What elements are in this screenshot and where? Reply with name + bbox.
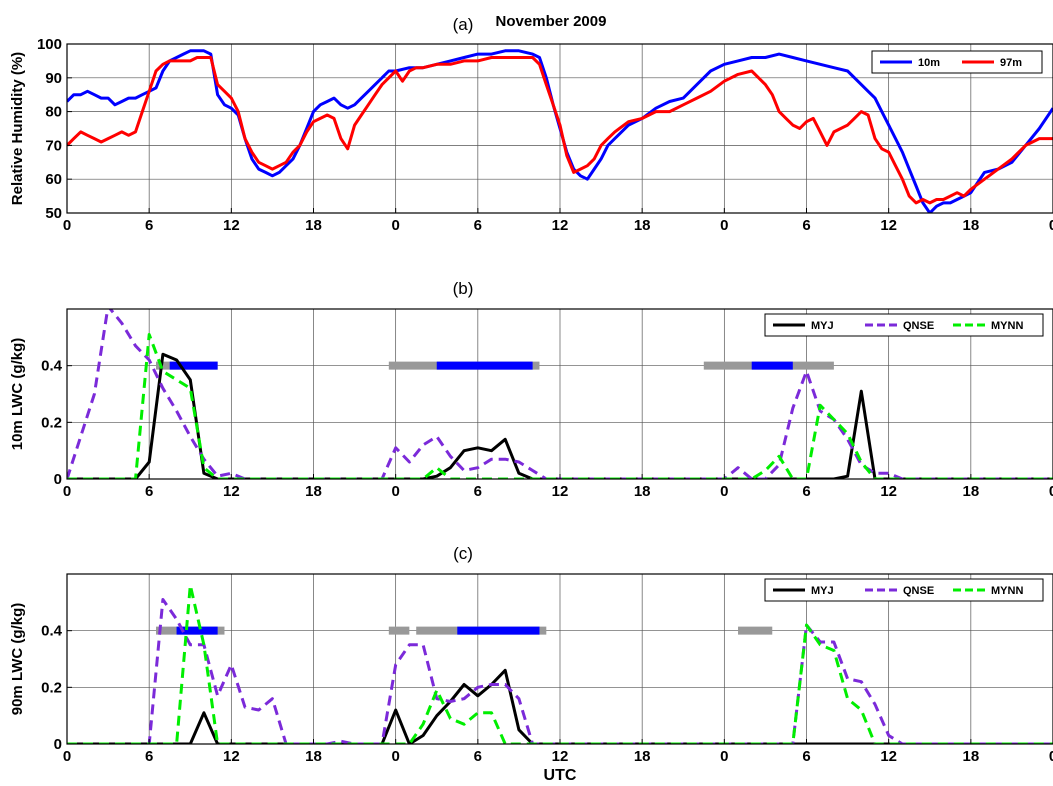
x-tick-label: 0: [63, 483, 71, 500]
series-line-10m: [67, 49, 1053, 213]
x-tick-label: 6: [474, 217, 482, 234]
x-tick-label: 12: [223, 217, 240, 234]
y-tick-label: 0.2: [41, 414, 62, 431]
legend: 10m 97m: [871, 50, 1043, 74]
x-tick-label: 0: [1049, 748, 1053, 765]
series-line-qnse: [67, 309, 1053, 479]
x-tick-label: 6: [145, 217, 153, 234]
x-tick-label: 18: [305, 748, 322, 765]
panel-0: 06121806121806121805060708090100Relative…: [9, 13, 1053, 234]
x-tick-label: 0: [391, 483, 399, 500]
y-tick-label: 70: [45, 137, 62, 154]
x-tick-label: 12: [880, 748, 897, 765]
series-line-myj: [67, 668, 1053, 744]
y-tick-label: 90: [45, 70, 62, 87]
x-tick-label: 6: [474, 748, 482, 765]
y-axis-label: Relative Humidity (%): [9, 52, 26, 205]
x-tick-label: 6: [145, 483, 153, 500]
y-tick-label: 60: [45, 171, 62, 188]
legend-label: 97m: [1000, 57, 1022, 69]
x-tick-label: 12: [880, 217, 897, 234]
y-tick-label: 0: [54, 471, 62, 488]
legend: MYJ QNSE MYNN: [764, 578, 1044, 602]
x-tick-label: 0: [391, 217, 399, 234]
x-tick-label: 18: [962, 483, 979, 500]
chart-title: November 2009: [496, 13, 607, 30]
y-tick-label: 0.4: [41, 358, 63, 375]
series-line-mynn: [67, 333, 1053, 479]
x-tick-label: 0: [391, 748, 399, 765]
y-axis-label: 90m LWC (g/kg): [9, 603, 26, 716]
x-tick-label: 12: [552, 748, 569, 765]
x-tick-label: 6: [802, 483, 810, 500]
series-line-mynn: [67, 583, 1053, 744]
series-line-97m: [67, 56, 1053, 205]
x-tick-label: 12: [223, 483, 240, 500]
legend-label: 10m: [918, 57, 940, 69]
legend-label: MYNN: [991, 585, 1023, 597]
x-tick-label: 18: [962, 748, 979, 765]
x-tick-label: 18: [634, 483, 651, 500]
y-tick-label: 0.4: [41, 623, 63, 640]
panel-label: (b): [453, 279, 474, 298]
x-tick-label: 0: [720, 748, 728, 765]
x-tick-label: 12: [552, 217, 569, 234]
y-tick-label: 100: [37, 36, 62, 53]
y-tick-label: 0.2: [41, 679, 62, 696]
x-tick-label: 6: [474, 483, 482, 500]
x-tick-label: 18: [634, 748, 651, 765]
x-tick-label: 0: [720, 483, 728, 500]
x-tick-label: 6: [802, 748, 810, 765]
y-tick-label: 80: [45, 104, 62, 121]
y-tick-label: 0: [54, 736, 62, 753]
x-tick-label: 18: [305, 483, 322, 500]
y-axis-label: 10m LWC (g/kg): [9, 338, 26, 451]
series-line-qnse: [67, 598, 1053, 744]
legend-label: MYNN: [991, 320, 1023, 332]
legend-label: QNSE: [903, 585, 934, 597]
x-tick-label: 6: [145, 748, 153, 765]
x-axis-label: UTC: [544, 767, 577, 784]
legend-label: MYJ: [811, 320, 834, 332]
panel-label: (c): [453, 544, 473, 563]
x-tick-label: 18: [962, 217, 979, 234]
x-tick-label: 12: [223, 748, 240, 765]
legend: MYJ QNSE MYNN: [764, 313, 1044, 337]
x-tick-label: 0: [63, 748, 71, 765]
x-tick-label: 0: [1049, 483, 1053, 500]
x-tick-label: 18: [634, 217, 651, 234]
legend-label: QNSE: [903, 320, 934, 332]
y-tick-label: 50: [45, 205, 62, 222]
x-tick-label: 0: [720, 217, 728, 234]
x-tick-label: 18: [305, 217, 322, 234]
panel-label: (a): [453, 15, 474, 34]
x-tick-label: 6: [802, 217, 810, 234]
legend-label: MYJ: [811, 585, 834, 597]
x-tick-label: 12: [552, 483, 569, 500]
x-tick-label: 0: [1049, 217, 1053, 234]
x-tick-label: 12: [880, 483, 897, 500]
x-tick-label: 0: [63, 217, 71, 234]
